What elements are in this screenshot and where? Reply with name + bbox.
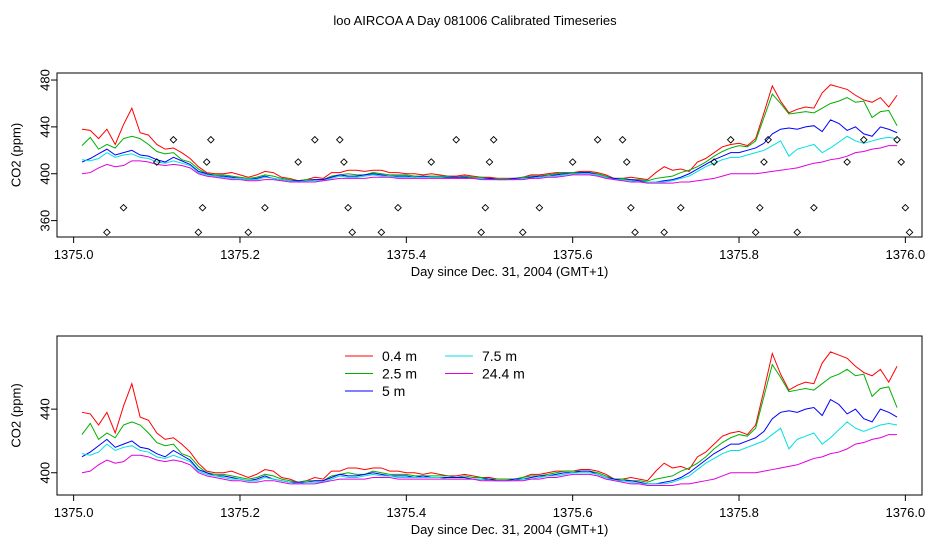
diamond-point xyxy=(905,228,914,237)
x-tick-label: 1375.0 xyxy=(54,247,94,262)
diamond-point xyxy=(764,135,772,144)
diamond-point xyxy=(169,135,178,144)
diamond-point xyxy=(427,158,436,166)
diamond-point xyxy=(481,203,490,212)
x-tick-label: 1376.0 xyxy=(885,505,925,520)
diamond-point xyxy=(518,228,527,237)
diamond-point xyxy=(859,135,868,144)
plot-area xyxy=(81,351,898,486)
top-panel: 1375.0 1375.2 1375.4 1375.6 1375.8 1376.0 360 4… xyxy=(8,69,925,279)
series-line-2 xyxy=(81,398,898,485)
diamond-point xyxy=(810,203,818,212)
diamond-point xyxy=(394,203,402,212)
diamond-point xyxy=(726,135,735,144)
x-tick-label: 1376.0 xyxy=(885,247,925,262)
series-line-4 xyxy=(81,434,898,486)
y-tick-label: 400 xyxy=(37,163,52,185)
diamond-point xyxy=(755,203,764,212)
diamond-point xyxy=(901,203,910,212)
diamond-point xyxy=(207,135,215,144)
figure-title: loo AIRCOA A Day 081006 Calibrated Times… xyxy=(333,13,617,28)
x-axis-title: Day since Dec. 31, 2004 (GMT+1) xyxy=(411,522,609,537)
plot-frame xyxy=(56,72,923,238)
y-axis-title: CO2 (ppm) xyxy=(8,383,23,447)
diamond-point xyxy=(631,228,639,237)
plot-area xyxy=(81,84,914,237)
series-line-0 xyxy=(81,84,898,182)
legend-label: 24.4 m xyxy=(482,366,525,382)
diamond-point xyxy=(202,158,211,166)
diamond-point xyxy=(294,158,303,166)
diamond-point xyxy=(335,135,344,144)
legend-label: 2.5 m xyxy=(382,366,417,382)
x-axis-title: Day since Dec. 31, 2004 (GMT+1) xyxy=(411,264,609,279)
diamond-point xyxy=(340,158,348,166)
y-tick-label: 400 xyxy=(37,462,52,484)
y-tick-label: 440 xyxy=(37,398,52,420)
plot-frame xyxy=(56,335,923,496)
diamond-point xyxy=(593,135,602,144)
diamond-point xyxy=(489,135,498,144)
diamond-point xyxy=(793,228,802,237)
diamond-point xyxy=(244,228,253,237)
series-line-4 xyxy=(81,145,898,184)
x-tick-label: 1375.8 xyxy=(719,247,759,262)
diamond-point xyxy=(535,203,544,212)
diamond-point xyxy=(568,158,577,166)
bottom-panel: 1375.0 1375.2 1375.4 1375.6 1375.8 1376.0 400 4… xyxy=(8,335,925,537)
series-line-2 xyxy=(81,119,898,183)
y-tick-label: 360 xyxy=(37,210,52,232)
diamond-point xyxy=(843,158,851,166)
y-tick-label: 440 xyxy=(37,116,52,138)
series-line-1 xyxy=(81,93,898,182)
x-tick-label: 1375.0 xyxy=(54,505,94,520)
diamond-point xyxy=(485,158,494,166)
diamond-point xyxy=(660,228,668,237)
diamond-point xyxy=(751,228,760,237)
x-tick-label: 1375.8 xyxy=(719,505,759,520)
series-line-0 xyxy=(81,351,898,483)
diamond-point xyxy=(627,203,635,212)
diamond-point xyxy=(119,203,128,212)
y-tick-label: 480 xyxy=(37,69,52,91)
diamond-point xyxy=(194,228,203,237)
x-tick-label: 1375.6 xyxy=(553,247,593,262)
x-tick-label: 1375.4 xyxy=(386,247,426,262)
diamond-point xyxy=(477,228,486,237)
diamond-point xyxy=(893,135,901,144)
diamond-point xyxy=(676,203,685,212)
x-tick-label: 1375.2 xyxy=(220,505,260,520)
legend-label: 5 m xyxy=(382,383,405,399)
diamond-point xyxy=(198,203,207,212)
diamond-point xyxy=(348,228,357,237)
x-tick-label: 1375.4 xyxy=(386,505,426,520)
diamond-point xyxy=(377,228,386,237)
diamond-point xyxy=(452,135,461,144)
diamond-point xyxy=(152,158,161,166)
diamond-point xyxy=(897,158,906,166)
legend-label: 0.4 m xyxy=(382,348,417,364)
diamond-point xyxy=(760,158,768,166)
diamond-point xyxy=(618,135,627,144)
legend-label: 7.5 m xyxy=(482,348,517,364)
y-axis-title: CO2 (ppm) xyxy=(8,123,23,187)
diamond-point xyxy=(710,158,718,166)
diamond-point xyxy=(261,203,269,212)
x-tick-label: 1375.6 xyxy=(553,505,593,520)
series-line-1 xyxy=(81,363,898,483)
x-tick-label: 1375.2 xyxy=(220,247,260,262)
diamond-point xyxy=(311,135,319,144)
diamond-point xyxy=(622,158,631,166)
diamond-point xyxy=(103,228,111,237)
diamond-point xyxy=(344,203,352,212)
